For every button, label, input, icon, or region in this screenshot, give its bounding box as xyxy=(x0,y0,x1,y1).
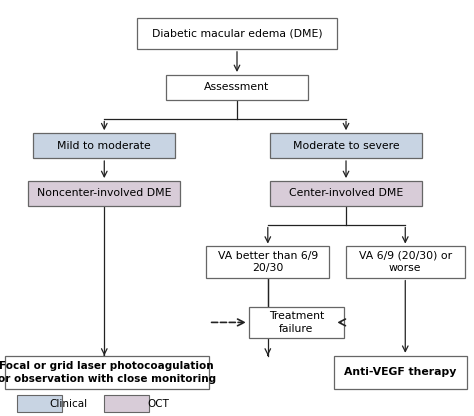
FancyBboxPatch shape xyxy=(334,356,467,389)
Text: Anti-VEGF therapy: Anti-VEGF therapy xyxy=(344,367,457,377)
FancyBboxPatch shape xyxy=(33,133,175,158)
Text: VA 6/9 (20/30) or
worse: VA 6/9 (20/30) or worse xyxy=(359,251,452,273)
Text: Assessment: Assessment xyxy=(204,82,270,92)
FancyBboxPatch shape xyxy=(346,246,465,278)
FancyBboxPatch shape xyxy=(104,395,149,412)
Text: Focal or grid laser photocoagulation
or observation with close monitoring: Focal or grid laser photocoagulation or … xyxy=(0,361,216,384)
FancyBboxPatch shape xyxy=(17,395,62,412)
FancyBboxPatch shape xyxy=(28,181,180,206)
FancyBboxPatch shape xyxy=(166,75,308,100)
Text: Noncenter-involved DME: Noncenter-involved DME xyxy=(37,188,172,198)
Text: Moderate to severe: Moderate to severe xyxy=(293,141,399,151)
Text: Diabetic macular edema (DME): Diabetic macular edema (DME) xyxy=(152,28,322,38)
Text: Center-involved DME: Center-involved DME xyxy=(289,188,403,198)
Text: Clinical: Clinical xyxy=(50,399,88,409)
Text: Mild to moderate: Mild to moderate xyxy=(57,141,151,151)
FancyBboxPatch shape xyxy=(249,307,344,338)
FancyBboxPatch shape xyxy=(137,17,337,49)
Text: VA better than 6/9
20/30: VA better than 6/9 20/30 xyxy=(218,251,318,273)
FancyBboxPatch shape xyxy=(270,181,422,206)
FancyBboxPatch shape xyxy=(5,356,209,389)
Text: OCT: OCT xyxy=(148,399,170,409)
FancyBboxPatch shape xyxy=(270,133,422,158)
FancyBboxPatch shape xyxy=(206,246,329,278)
Text: Treatment
failure: Treatment failure xyxy=(269,311,324,334)
